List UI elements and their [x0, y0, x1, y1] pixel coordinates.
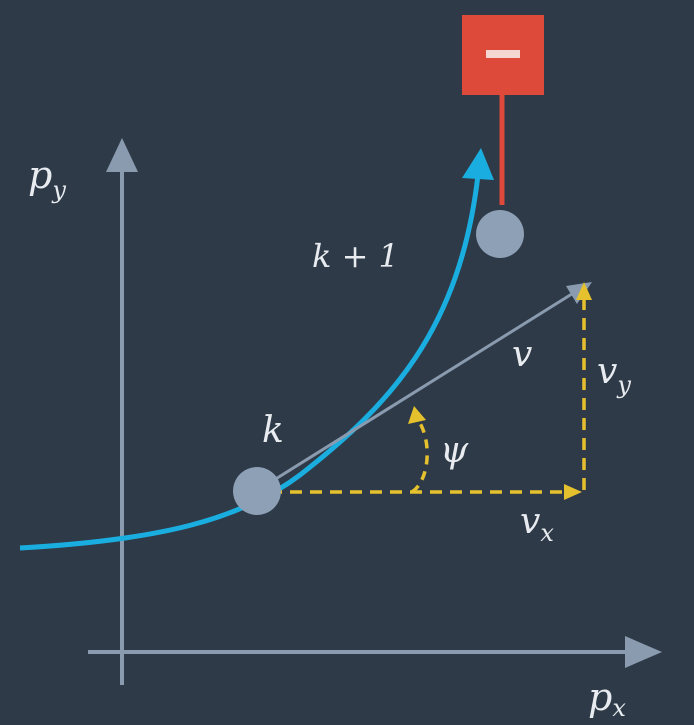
px-label: px	[588, 675, 626, 722]
trajectory-curve	[19, 174, 481, 551]
point-k	[233, 467, 281, 515]
px-axis-arrowhead	[625, 636, 662, 668]
px-axis	[88, 636, 662, 668]
minus-marker	[462, 15, 544, 205]
trajectory	[19, 148, 494, 551]
velocity-vector	[257, 282, 592, 492]
k-label: k	[262, 410, 284, 451]
vy-arrowhead	[576, 282, 592, 300]
psi-angle-arc	[410, 418, 429, 494]
k-plus-1-label: k + 1	[312, 237, 399, 275]
trajectory-arrowhead	[462, 148, 494, 180]
minus-icon	[486, 50, 520, 58]
v-label: v	[512, 334, 532, 375]
vx-arrowhead	[564, 484, 582, 500]
py-label: py	[28, 153, 66, 204]
psi-arrowhead	[408, 406, 426, 424]
velocity-components	[270, 282, 592, 500]
vx-label: vx	[520, 501, 554, 547]
point-k-plus-1	[476, 210, 524, 258]
py-axis-arrowhead	[106, 138, 138, 172]
vy-label: vy	[597, 351, 631, 399]
py-axis	[106, 138, 138, 685]
psi-label: ψ	[440, 430, 469, 471]
